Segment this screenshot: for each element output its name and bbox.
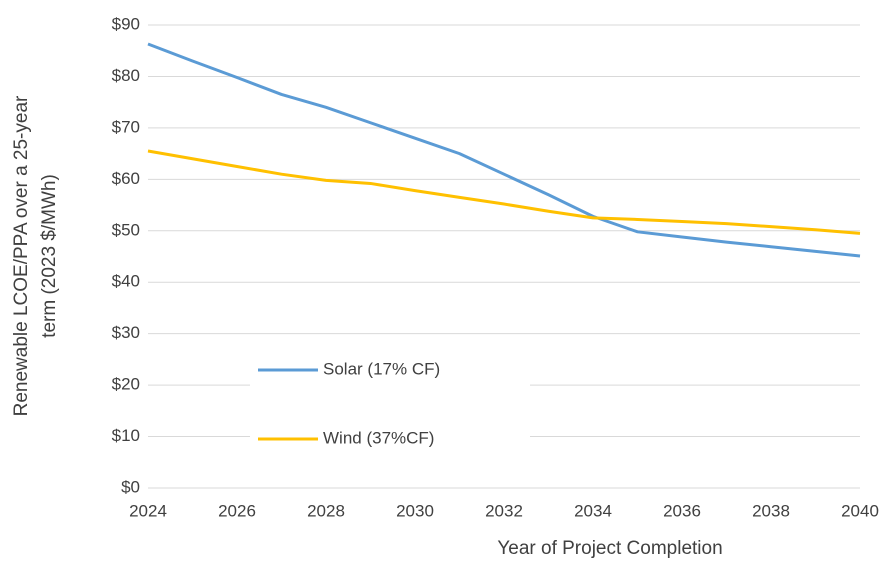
y-axis-title: Renewable LCOE/PPA over a 25-year <box>11 95 32 416</box>
legend-box <box>250 345 530 464</box>
legend-label: Wind (37%CF) <box>323 428 434 447</box>
x-tick-label: 2030 <box>396 501 434 520</box>
y-axis-title: term (2023 $/MWh) <box>39 174 60 338</box>
y-tick-label: $80 <box>112 66 140 85</box>
legend-label: Solar (17% CF) <box>323 359 440 378</box>
y-tick-label: $40 <box>112 272 140 291</box>
y-tick-label: $20 <box>112 375 140 394</box>
y-tick-label: $90 <box>112 14 140 33</box>
x-tick-label: 2038 <box>752 501 790 520</box>
y-tick-label: $50 <box>112 220 140 239</box>
x-tick-label: 2040 <box>841 501 879 520</box>
y-tick-label: $60 <box>112 169 140 188</box>
y-tick-label: $30 <box>112 323 140 342</box>
x-tick-label: 2036 <box>663 501 701 520</box>
x-tick-label: 2026 <box>218 501 256 520</box>
x-tick-label: 2032 <box>485 501 523 520</box>
series-line <box>147 42 861 258</box>
x-tick-label: 2028 <box>307 501 345 520</box>
x-tick-label: 2034 <box>574 501 612 520</box>
y-tick-label: $0 <box>121 477 140 496</box>
x-axis-title: Year of Project Completion <box>497 538 722 559</box>
y-tick-label: $70 <box>112 117 140 136</box>
series-line <box>147 149 861 235</box>
x-tick-label: 2024 <box>129 501 167 520</box>
y-tick-label: $10 <box>112 426 140 445</box>
